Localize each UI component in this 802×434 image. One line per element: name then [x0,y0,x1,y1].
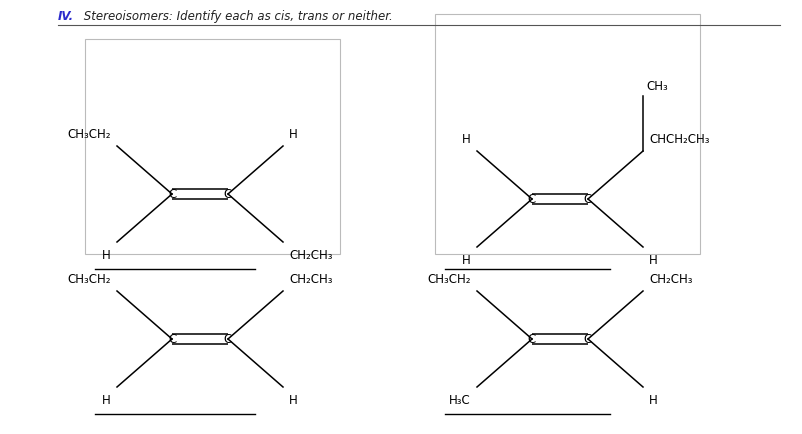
Text: C: C [584,333,592,346]
Text: CH₂CH₃: CH₂CH₃ [289,248,333,261]
Text: CH₃CH₂: CH₃CH₂ [67,273,111,285]
Text: IV.: IV. [58,10,74,23]
Text: CHCH₂CH₃: CHCH₂CH₃ [649,133,710,146]
Text: H: H [102,248,111,261]
Text: C: C [224,188,232,201]
Text: H: H [102,393,111,406]
Text: C: C [168,188,176,201]
Text: C: C [584,193,592,206]
Bar [435,15,700,254]
Text: C: C [224,333,232,346]
Text: H: H [462,253,471,266]
Text: CH₂CH₃: CH₂CH₃ [649,273,692,285]
Text: C: C [168,333,176,346]
Text: C: C [528,193,536,206]
Text: CH₃: CH₃ [646,80,668,93]
Text: C: C [528,333,536,346]
Text: H: H [289,128,298,141]
Text: CH₂CH₃: CH₂CH₃ [289,273,333,285]
Text: H: H [462,133,471,146]
Text: CH₃CH₂: CH₃CH₂ [427,273,471,285]
Text: CH₃CH₂: CH₃CH₂ [67,128,111,141]
Text: H: H [289,393,298,406]
Text: H: H [649,253,658,266]
Text: H₃C: H₃C [449,393,471,406]
Bar [85,40,340,254]
Text: Stereoisomers: Identify each as cis, trans or neither.: Stereoisomers: Identify each as cis, tra… [80,10,393,23]
Text: H: H [649,393,658,406]
